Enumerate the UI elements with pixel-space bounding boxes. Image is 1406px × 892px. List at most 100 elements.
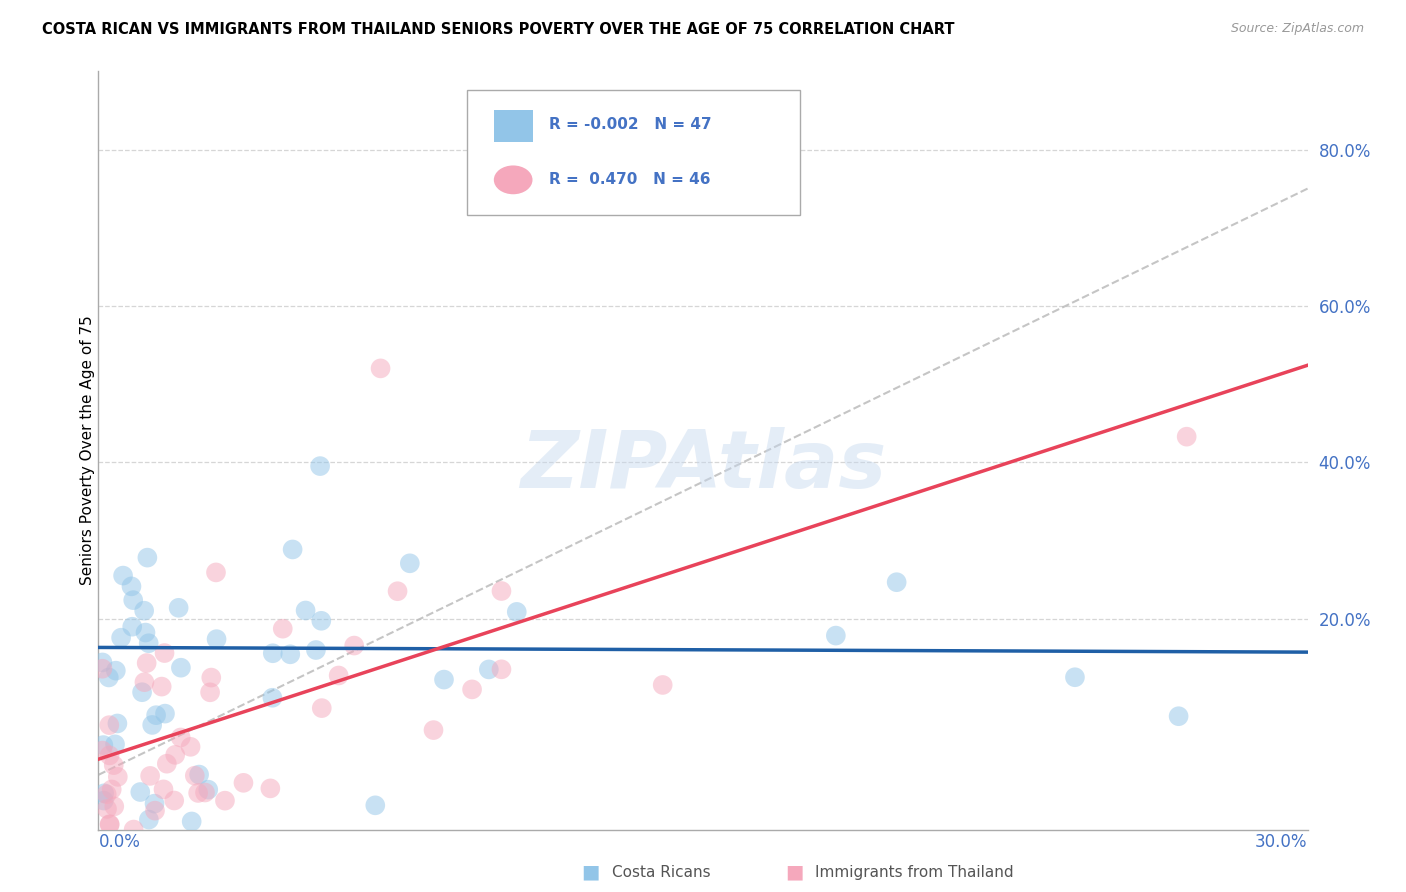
Point [96,802,118,816]
Point [163,793,186,807]
Point [824,629,846,643]
Point [121,579,143,593]
Bar [494,111,533,143]
Text: ZIPAtlas: ZIPAtlas [520,426,886,505]
Point [107,716,129,731]
Point [197,782,219,797]
Point [93,786,115,800]
Point [134,675,156,690]
Text: ■: ■ [785,863,804,882]
Point [187,786,209,800]
Point [98,817,121,831]
Point [370,361,392,376]
Point [141,718,163,732]
Text: R = -0.002   N = 47: R = -0.002 N = 47 [550,118,711,132]
Point [278,648,301,662]
Point [398,557,420,571]
Text: Costa Ricans: Costa Ricans [612,865,710,880]
Point [134,604,156,618]
Point [121,620,143,634]
Y-axis label: Seniors Poverty Over the Age of 75: Seniors Poverty Over the Age of 75 [80,316,94,585]
Point [91,743,114,757]
Point [387,584,409,599]
Point [311,614,333,628]
Point [156,756,179,771]
Point [262,646,284,660]
Point [281,542,304,557]
Point [491,662,513,676]
Point [180,739,202,754]
Point [152,782,174,797]
Point [138,636,160,650]
Point [200,671,222,685]
Point [433,673,456,687]
Point [271,622,294,636]
Point [205,566,228,580]
Point [100,782,122,797]
Point [886,575,908,590]
Point [134,625,156,640]
Point [214,794,236,808]
Point [1064,670,1087,684]
Point [103,799,125,814]
Point [165,747,187,762]
Point [143,797,166,811]
Point [305,643,328,657]
Point [194,785,217,799]
Point [294,603,316,617]
Point [328,668,350,682]
Point [364,798,387,813]
Point [98,718,121,732]
Point [98,748,121,763]
Point [150,680,173,694]
Point [184,769,207,783]
Point [180,814,202,829]
Point [170,661,193,675]
Point [112,568,135,582]
Ellipse shape [494,165,533,194]
Point [122,822,145,837]
Point [491,584,513,599]
Point [93,738,115,752]
Point [1175,430,1198,444]
FancyBboxPatch shape [467,90,800,216]
Point [153,706,176,721]
Point [129,785,152,799]
Point [188,767,211,781]
Point [506,605,529,619]
Text: 30.0%: 30.0% [1256,833,1308,852]
Point [138,813,160,827]
Point [122,593,145,607]
Point [91,662,114,676]
Point [103,758,125,772]
Text: 0.0%: 0.0% [98,833,141,852]
Point [153,646,176,660]
Point [107,770,129,784]
Point [651,678,673,692]
Point [478,662,501,676]
Point [232,776,254,790]
Point [262,690,284,705]
Point [110,631,132,645]
Point [198,685,221,699]
Point [93,794,115,808]
Point [98,818,121,832]
Point [1167,709,1189,723]
Point [343,639,366,653]
Point [167,600,190,615]
Point [139,769,162,783]
Point [311,701,333,715]
Point [170,731,193,745]
Point [97,670,120,684]
Point [259,781,281,796]
Point [145,708,167,723]
Point [205,632,228,647]
Point [422,723,444,737]
Text: Immigrants from Thailand: Immigrants from Thailand [815,865,1014,880]
Point [143,804,166,818]
Text: ■: ■ [581,863,600,882]
Text: R =  0.470   N = 46: R = 0.470 N = 46 [550,172,711,187]
Point [309,459,332,474]
Point [135,656,157,670]
Point [104,664,127,678]
